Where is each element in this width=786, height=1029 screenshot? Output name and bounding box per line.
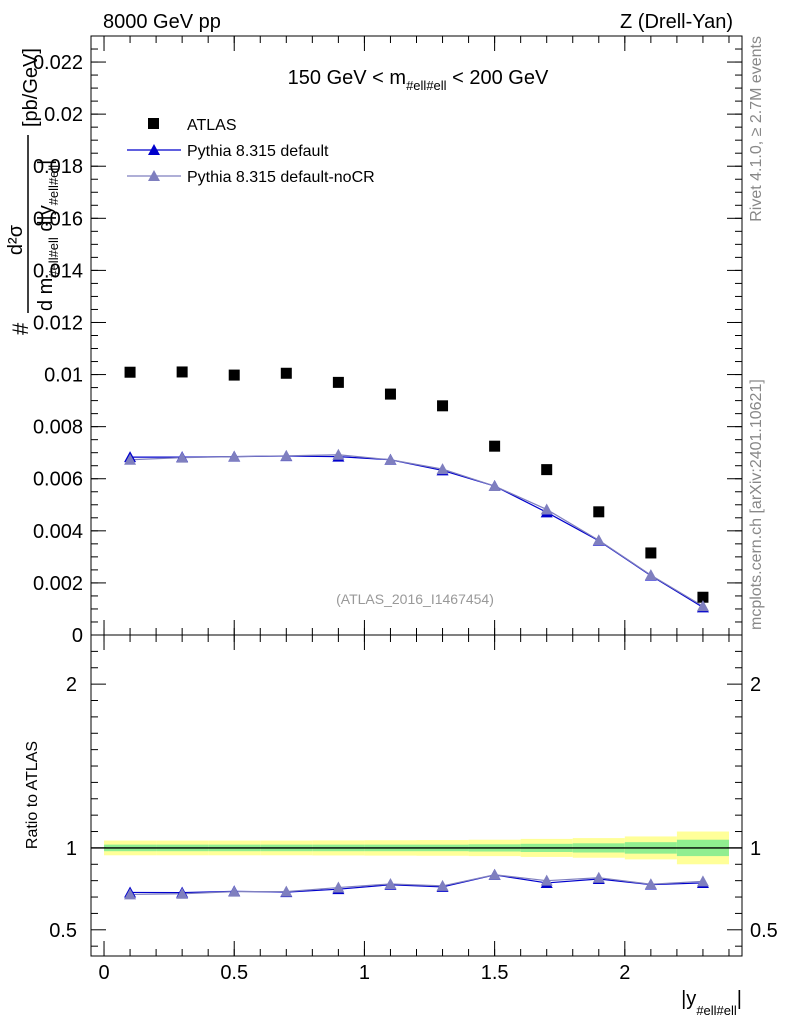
x-tick-label: 1 bbox=[359, 962, 370, 984]
main-y-tick-label: 0.01 bbox=[44, 365, 83, 387]
atlas-data-point bbox=[228, 369, 240, 381]
x-tick-label: 0 bbox=[98, 962, 109, 984]
legend-marker-atlas bbox=[148, 118, 159, 129]
atlas-data-point bbox=[697, 591, 709, 603]
x-tick-label: 2 bbox=[619, 962, 630, 984]
pythia-data-point bbox=[280, 449, 293, 461]
ratio-y-tick-label: 0.5 bbox=[49, 920, 77, 942]
main-y-tick-label: 0.02 bbox=[44, 104, 83, 126]
pythia-data-point bbox=[332, 448, 345, 460]
atlas-data-point bbox=[280, 367, 292, 379]
main-series-lines bbox=[130, 454, 704, 608]
x-tick-label: 1.5 bbox=[481, 962, 509, 984]
pythia-data-point bbox=[592, 534, 605, 546]
ratio-series-line bbox=[130, 874, 703, 896]
atlas-data-point bbox=[593, 506, 605, 518]
ratio-y-tick-label: 1 bbox=[66, 838, 77, 860]
ratio-series-markers bbox=[124, 868, 709, 900]
atlas-data-point bbox=[645, 547, 657, 559]
main-y-tick-label: 0.018 bbox=[33, 156, 83, 178]
ratio-panel: 0.5 0.5 1 1 2 2 0 0.5 1 1.5 2 Ratio to ATLAS |y#e… bbox=[24, 634, 778, 1018]
main-y-tick-label: 0.004 bbox=[33, 521, 83, 543]
ratio-data-point bbox=[436, 879, 449, 891]
pythia-data-point bbox=[124, 453, 137, 465]
main-y-ticks: 0 0.002 0.004 0.006 0.008 0.01 0.012 0.014 0.016… bbox=[33, 35, 742, 647]
main-y-label-numerator: d²σ bbox=[5, 224, 27, 255]
ratio-data-point bbox=[384, 877, 397, 889]
main-panel: 0 0.002 0.004 0.006 0.008 0.01 0.012 0.014 0.016… bbox=[5, 35, 743, 647]
atlas-data-point bbox=[384, 388, 396, 400]
main-series-line bbox=[130, 454, 704, 607]
main-y-tick-label: 0.008 bbox=[33, 417, 83, 439]
atlas-data-point bbox=[437, 400, 449, 412]
main-y-tick-label: 0.016 bbox=[33, 208, 83, 230]
main-y-tick-label: 0.012 bbox=[33, 312, 83, 334]
ratio-series-line bbox=[130, 874, 703, 894]
main-series-markers bbox=[124, 366, 709, 613]
main-y-label-units: [pb/GeV] bbox=[20, 48, 42, 127]
pythia-data-point bbox=[384, 453, 397, 465]
legend-label-default: Pythia 8.315 default bbox=[187, 143, 329, 160]
pythia-data-point bbox=[436, 463, 449, 475]
ratio-y-tick-label-right: 0.5 bbox=[750, 920, 778, 942]
legend-label-default-nocr: Pythia 8.315 default-noCR bbox=[187, 169, 375, 186]
pythia-data-point bbox=[488, 480, 501, 492]
ratio-data-point bbox=[176, 887, 189, 899]
ratio-data-point bbox=[696, 875, 709, 887]
main-y-tick-label: 0.022 bbox=[33, 52, 83, 74]
pythia-data-point bbox=[176, 451, 189, 463]
main-y-label-denominator: d m#ell#ell d|y#ell#ell| bbox=[35, 160, 61, 311]
legend-marker-default bbox=[148, 144, 160, 155]
ratio-x-ticks: 0 0.5 1 1.5 2 bbox=[98, 635, 730, 984]
x-tick-label: 0.5 bbox=[220, 962, 248, 984]
main-y-label-hash: # bbox=[8, 322, 33, 335]
ratio-data-point bbox=[540, 874, 553, 886]
pythia-data-point bbox=[228, 450, 241, 462]
header-right: Z (Drell-Yan) bbox=[620, 11, 733, 33]
analysis-watermark: (ATLAS_2016_I1467454) bbox=[336, 591, 494, 607]
atlas-data-point bbox=[489, 440, 501, 452]
ratio-data-point bbox=[280, 885, 293, 897]
pythia-data-point bbox=[540, 503, 553, 515]
ratio-series-lines bbox=[130, 874, 703, 896]
legend-label-atlas: ATLAS bbox=[187, 117, 237, 134]
main-y-tick-label: 0.006 bbox=[33, 469, 83, 491]
ratio-frame bbox=[90, 634, 743, 957]
ratio-data-point bbox=[592, 871, 605, 883]
ratio-data-point bbox=[644, 878, 657, 890]
mcplots-label: mcplots.cern.ch [arXiv:2401.10621] bbox=[748, 379, 765, 630]
ratio-data-point bbox=[332, 881, 345, 893]
atlas-data-point bbox=[332, 376, 344, 388]
plot-title: 150 GeV < m#ell#ell < 200 GeV bbox=[288, 67, 549, 93]
main-x-ticks bbox=[103, 36, 730, 635]
atlas-data-point bbox=[176, 366, 188, 378]
main-series-line bbox=[130, 455, 704, 608]
atlas-data-point bbox=[124, 366, 136, 378]
ratio-data-point bbox=[488, 868, 501, 880]
ratio-data-point bbox=[228, 885, 241, 897]
ratio-y-label: Ratio to ATLAS bbox=[24, 741, 41, 849]
ratio-y-ticks: 0.5 0.5 1 1 2 2 bbox=[49, 650, 778, 947]
main-y-tick-label: 0.002 bbox=[33, 573, 83, 595]
ratio-y-tick-label-right: 1 bbox=[750, 838, 761, 860]
main-y-label: # d²σ d m#ell#ell d|y#ell#ell| [pb/GeV] bbox=[5, 48, 61, 335]
header-left: 8000 GeV pp bbox=[103, 11, 221, 33]
main-y-tick-label: 0 bbox=[72, 625, 83, 647]
atlas-data-point bbox=[541, 464, 553, 476]
main-y-tick-label: 0.014 bbox=[33, 260, 83, 282]
x-axis-label: |y#ell#ell| bbox=[681, 988, 742, 1018]
legend-marker-default-nocr bbox=[148, 170, 160, 181]
ratio-data-point bbox=[124, 888, 137, 900]
pythia-data-point bbox=[696, 600, 709, 612]
ratio-y-tick-label: 2 bbox=[66, 674, 77, 696]
ratio-y-tick-label-right: 2 bbox=[750, 674, 761, 696]
rivet-label: Rivet 4.1.0, ≥ 2.7M events bbox=[748, 36, 765, 222]
pythia-data-point bbox=[644, 569, 657, 581]
legend: ATLAS Pythia 8.315 default Pythia 8.315 … bbox=[127, 117, 375, 186]
